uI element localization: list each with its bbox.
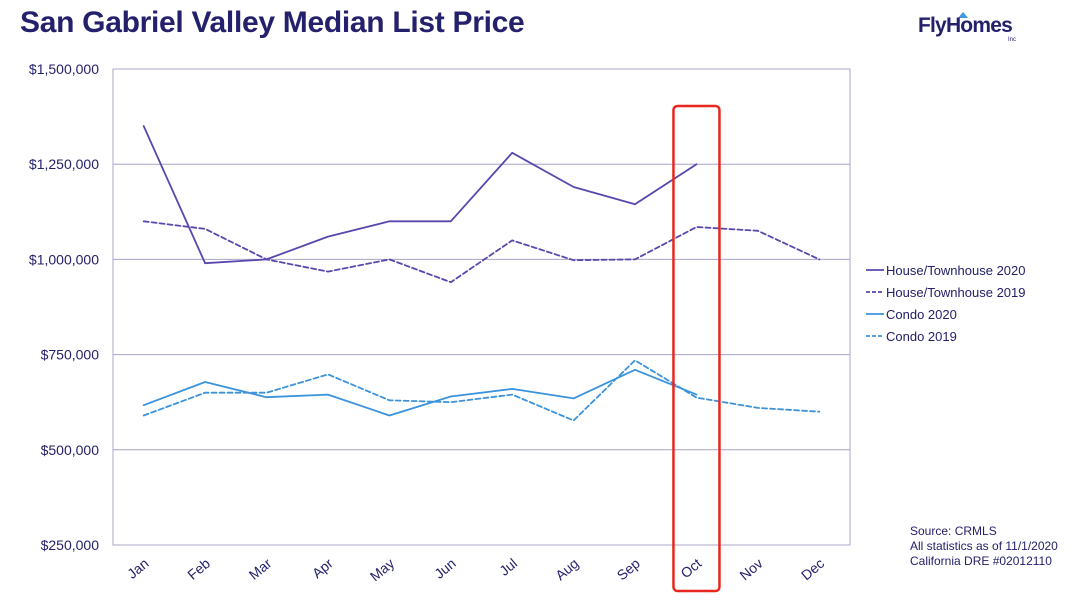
- flyhomes-logo: FlyHomes Inc: [918, 12, 1038, 46]
- x-tick-label: Feb: [184, 555, 213, 583]
- y-axis-ticks: $250,000 $500,000 $750,000 $1,000,000 $1,250…: [29, 61, 99, 553]
- x-tick-label: Jun: [431, 555, 459, 582]
- legend-label: Condo 2019: [886, 329, 957, 344]
- series-line: [142, 359, 821, 422]
- y-tick-label: $1,500,000: [29, 61, 99, 77]
- plot-frame: [112, 68, 851, 546]
- x-tick-label: May: [367, 555, 398, 584]
- series-line: [142, 220, 821, 284]
- legend-label: Condo 2020: [886, 307, 957, 322]
- x-tick-label: Jul: [496, 555, 520, 579]
- series-line: [142, 125, 698, 265]
- x-tick-label: Nov: [736, 555, 765, 583]
- y-tick-label: $1,250,000: [29, 156, 99, 172]
- stats-date-line: All statistics as of 11/1/2020: [910, 539, 1058, 553]
- x-tick-label: Aug: [552, 555, 581, 583]
- series-line: [142, 368, 698, 417]
- logo-mark-icon: [958, 12, 968, 18]
- x-tick-label: Apr: [309, 555, 336, 581]
- y-tick-label: $250,000: [41, 537, 100, 553]
- series-layer: [142, 125, 821, 422]
- highlight-layer: [672, 104, 721, 593]
- y-tick-label: $500,000: [41, 442, 100, 458]
- x-tick-label: Jan: [124, 555, 152, 582]
- grid-layer: [112, 68, 851, 546]
- source-line: Source: CRMLS: [910, 524, 997, 538]
- legend-label: House/Townhouse 2020: [886, 263, 1026, 278]
- logo-sub-text: Inc: [1008, 37, 1017, 43]
- highlight-box: [672, 104, 721, 593]
- x-tick-label: Oct: [677, 555, 704, 581]
- x-tick-label: Dec: [798, 555, 827, 583]
- legend: House/Townhouse 2020 House/Townhouse 2019…: [866, 263, 1026, 344]
- legend-label: House/Townhouse 2019: [886, 285, 1026, 300]
- y-tick-label: $1,000,000: [29, 251, 99, 267]
- x-axis-ticks: Jan Feb Mar Apr May Jun Jul Aug Sep Oct Nov Dec: [124, 555, 827, 584]
- x-tick-label: Sep: [614, 555, 644, 583]
- y-tick-label: $750,000: [41, 347, 100, 363]
- chart-title: San Gabriel Valley Median List Price: [20, 6, 525, 39]
- dre-line: California DRE #02012110: [910, 554, 1052, 568]
- x-tick-label: Mar: [246, 555, 275, 583]
- logo-text: FlyHomes: [918, 14, 1013, 37]
- source-note: Source: CRMLS All statistics as of 11/1/…: [910, 524, 1058, 569]
